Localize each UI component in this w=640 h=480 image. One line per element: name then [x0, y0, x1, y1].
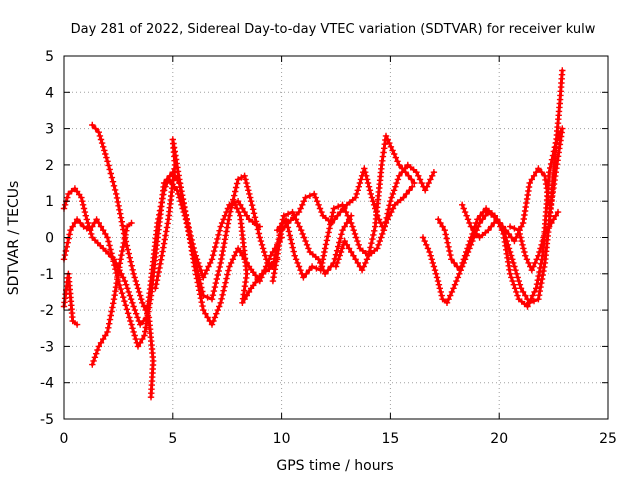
y-tick-label: -5 — [40, 412, 54, 428]
series-layer — [60, 67, 566, 401]
data-series-trace-5 — [89, 121, 157, 401]
series-markers — [506, 208, 562, 274]
y-tick-label: 3 — [45, 122, 54, 138]
data-series-trace-14 — [506, 208, 562, 274]
data-series-trace-8 — [274, 183, 416, 281]
series-markers — [152, 136, 285, 328]
data-series-trace-6 — [152, 136, 285, 328]
series-markers — [89, 121, 157, 401]
chart-title: Day 281 of 2022, Sidereal Day-to-day VTE… — [71, 22, 596, 37]
y-tick-label: -4 — [40, 376, 54, 392]
series-markers — [332, 132, 418, 274]
axis-layer: 0 5 10 15 20 25 -5 -4 -3 -2 -1 0 1 2 3 4 5 — [40, 49, 617, 447]
y-tick-label: 1 — [45, 194, 54, 210]
y-tick-label: 4 — [45, 85, 54, 101]
y-tick-label: 0 — [45, 231, 54, 247]
y-tick-label: -2 — [40, 303, 54, 319]
y-tick-label: -1 — [40, 267, 54, 283]
x-tick-label: 0 — [60, 431, 69, 447]
data-series-trace-13 — [459, 125, 566, 310]
grid-layer — [64, 56, 608, 419]
series-line — [90, 123, 155, 399]
x-tick-label: 10 — [273, 431, 291, 447]
x-tick-label: 20 — [490, 431, 508, 447]
series-markers — [459, 125, 566, 310]
series-markers — [274, 183, 416, 281]
data-series-trace-10 — [332, 132, 418, 274]
x-axis-label: GPS time / hours — [276, 458, 393, 474]
x-tick-label: 5 — [168, 431, 177, 447]
series-markers — [269, 161, 438, 285]
x-tick-label: 25 — [599, 431, 617, 447]
y-tick-label: -3 — [40, 339, 54, 355]
x-tick-label: 15 — [381, 431, 399, 447]
y-axis-label: SDTVAR / TECUs — [6, 181, 22, 296]
y-tick-label: 2 — [45, 158, 54, 174]
y-tick-label: 5 — [45, 49, 54, 65]
